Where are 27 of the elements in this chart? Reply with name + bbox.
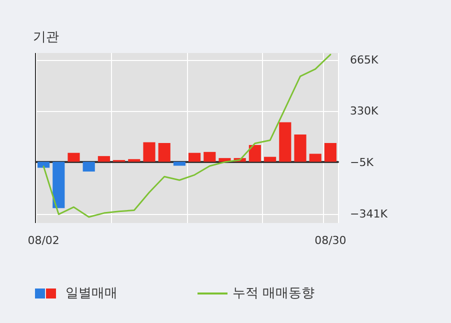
x-tick-label: 08/02 [28, 234, 60, 247]
bar [68, 152, 80, 162]
bar [324, 143, 336, 162]
line-series [42, 54, 332, 218]
bar [173, 162, 186, 166]
legend-label: 일별매매 [66, 286, 118, 301]
bar [52, 162, 65, 208]
bar [294, 134, 306, 162]
bar [82, 162, 95, 172]
bar [143, 142, 156, 162]
y-tick-label: 330K [350, 104, 379, 118]
bar [279, 122, 292, 162]
chart-title: 기관 [33, 30, 59, 45]
y-tick-label: 665K [350, 53, 379, 66]
bar [264, 156, 276, 162]
bar [128, 159, 140, 162]
y-tick-label: −341K [350, 207, 388, 220]
legend-label: 누적 매매동향 [232, 286, 315, 301]
bar [248, 145, 261, 162]
bar [309, 154, 322, 162]
bar [204, 152, 216, 162]
x-tick-label: 08/30 [314, 234, 346, 247]
y-tick-label: −5K [350, 156, 374, 170]
bar [38, 162, 50, 168]
bar [98, 156, 110, 162]
bar [158, 143, 170, 162]
bar [188, 152, 201, 162]
